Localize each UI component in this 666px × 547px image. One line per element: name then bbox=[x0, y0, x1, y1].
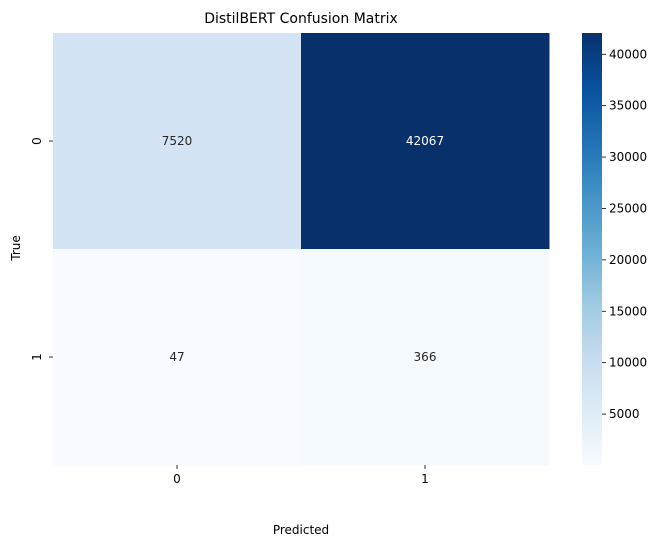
cell-value-label: 7520 bbox=[162, 134, 193, 148]
x-tick-label: 1 bbox=[421, 472, 429, 486]
colorbar-tick-label: 35000 bbox=[609, 99, 647, 113]
heatmap-cell-labels: 7520 42067 47 366 bbox=[162, 134, 444, 364]
colorbar-tick-label: 5000 bbox=[609, 407, 640, 421]
cell-value-label: 42067 bbox=[406, 134, 444, 148]
heatmap-cell bbox=[301, 33, 550, 250]
colorbar-ticks: 5000 10000 15000 20000 25000 30000 35000 40000 bbox=[602, 47, 647, 421]
colorbar-tick-label: 20000 bbox=[609, 253, 647, 267]
heatmap-cell bbox=[53, 249, 302, 466]
colorbar-tick-label: 25000 bbox=[609, 201, 647, 215]
colorbar-tick-label: 10000 bbox=[609, 356, 647, 370]
colorbar-tick-label: 40000 bbox=[609, 47, 647, 61]
y-axis-label: True bbox=[9, 235, 23, 262]
x-axis-label: Predicted bbox=[273, 523, 329, 537]
x-tick-label: 0 bbox=[173, 472, 181, 486]
heatmap-cell bbox=[53, 33, 302, 250]
y-tick-label: 0 bbox=[30, 137, 44, 145]
chart-title: DistilBERT Confusion Matrix bbox=[204, 11, 398, 27]
cell-value-label: 366 bbox=[414, 350, 437, 364]
colorbar bbox=[582, 33, 602, 465]
colorbar-tick-label: 30000 bbox=[609, 150, 647, 164]
heatmap-cell bbox=[301, 249, 550, 466]
heatmap-cells bbox=[53, 33, 550, 466]
y-tick-label: 1 bbox=[30, 353, 44, 361]
y-axis-ticks: 01 bbox=[30, 137, 53, 361]
cell-value-label: 47 bbox=[169, 350, 184, 364]
colorbar-tick-label: 15000 bbox=[609, 304, 647, 318]
